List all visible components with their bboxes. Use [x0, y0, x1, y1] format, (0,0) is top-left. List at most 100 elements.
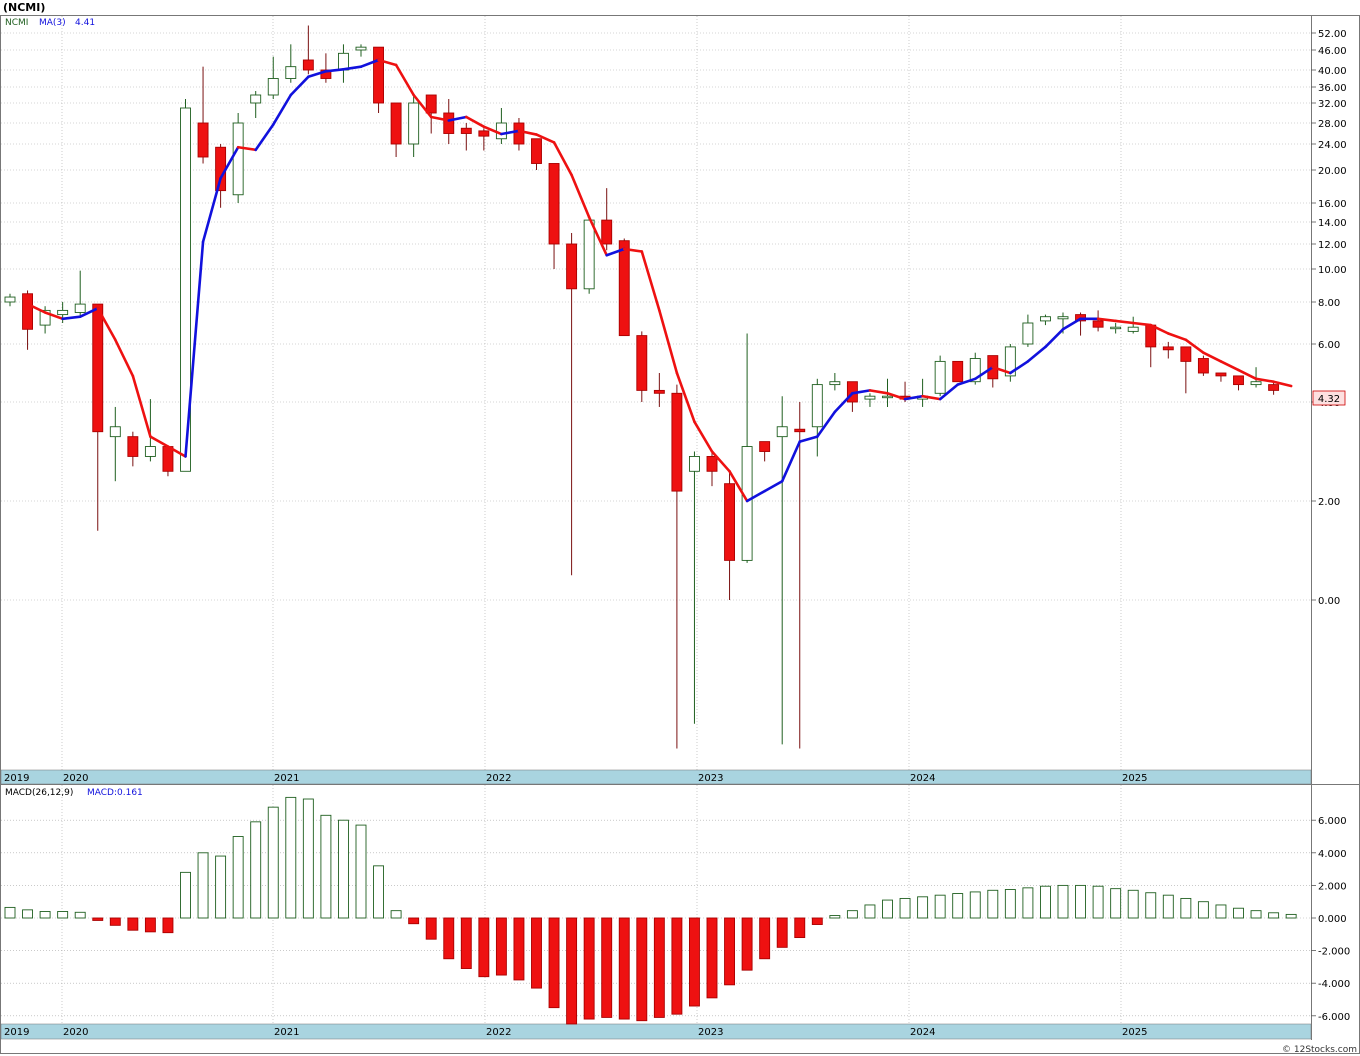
macd-bar: [39, 911, 51, 919]
macd-bar: [285, 796, 297, 919]
price-tick-label: 40.00: [1318, 66, 1347, 77]
macd-bar: [1039, 885, 1051, 919]
candle-body: [1057, 316, 1069, 320]
price-tick-label: 12.00: [1318, 240, 1347, 251]
ma3-segment: [149, 435, 170, 448]
candle-body: [1268, 384, 1280, 391]
ma3-segment: [254, 123, 275, 152]
ma3-segment: [342, 65, 363, 71]
candle-body: [390, 102, 402, 145]
candle-body: [144, 446, 156, 457]
macd-bar: [197, 852, 209, 919]
macd-bar: [811, 917, 823, 925]
ma3-segment: [429, 115, 451, 122]
year-label: 2020: [63, 773, 88, 784]
candle-body: [57, 309, 69, 316]
ma3-segment: [728, 469, 749, 503]
ma3-segment: [1184, 338, 1205, 355]
ma3-segment: [500, 129, 521, 136]
last-price-tag-box: [1312, 390, 1346, 406]
ma3-segment: [991, 365, 1012, 375]
macd-bar: [57, 911, 69, 919]
candle-body: [706, 456, 718, 472]
macd-bar: [1075, 884, 1087, 919]
ma3-segment: [43, 311, 64, 321]
price-tick-label: 36.00: [1318, 83, 1347, 94]
macd-tick-label: -4.000: [1318, 979, 1350, 990]
ma3-segment: [851, 389, 872, 395]
candle-body: [724, 483, 735, 561]
price-tick-label: 2.00: [1318, 497, 1340, 508]
year-label: 2020: [63, 1027, 88, 1038]
ma3-segment: [973, 365, 995, 381]
ma3-segment: [377, 58, 398, 67]
candle-body: [618, 240, 630, 337]
ma3-segment: [131, 374, 152, 438]
macd-bar: [92, 917, 104, 921]
macd-bar: [548, 917, 560, 1009]
ma3-segment: [1219, 360, 1240, 372]
candle-body: [689, 456, 700, 472]
ma3-segment: [658, 309, 679, 375]
candle-body: [741, 446, 753, 561]
candle-body: [1215, 372, 1227, 377]
macd-bar: [899, 897, 911, 919]
ticker-title: (NCMI): [3, 1, 45, 14]
macd-bar: [882, 899, 893, 919]
ma3-segment: [1044, 327, 1065, 349]
ma3-segment: [1149, 323, 1170, 335]
candle-body: [180, 107, 191, 472]
ma3-segment: [1096, 317, 1117, 323]
candle-body: [460, 127, 472, 134]
macd-bar: [460, 917, 472, 969]
macd-bar: [215, 855, 227, 919]
year-label: 2022: [486, 1027, 511, 1038]
ma3-segment: [921, 394, 942, 401]
ma3-segment: [798, 435, 819, 443]
candle-body: [1145, 324, 1157, 348]
macd-bar: [741, 917, 753, 971]
credit-text: © 12Stocks.com: [1282, 1045, 1357, 1055]
ma3-segment: [412, 93, 433, 119]
macd-bar: [759, 917, 771, 960]
candle-body: [250, 94, 262, 104]
candle-body: [601, 219, 613, 245]
ma3-segment: [26, 302, 47, 314]
year-label: 2025: [1122, 1027, 1147, 1038]
macd-bar: [144, 917, 156, 933]
candle-body: [636, 335, 648, 391]
candle-body: [1022, 322, 1034, 345]
candle-body: [443, 112, 455, 134]
macd-bar: [162, 917, 174, 934]
macd-bar: [794, 917, 806, 939]
ma3-segment: [605, 247, 626, 257]
candle-body: [109, 426, 121, 438]
macd-bar: [829, 915, 841, 919]
candle-body: [478, 130, 490, 137]
macd-bar: [934, 894, 946, 919]
candle-body: [934, 360, 946, 394]
ma3-segment: [1131, 321, 1153, 327]
candle-body: [759, 441, 771, 452]
macd-bar: [355, 824, 367, 919]
price-y-axis: 52.00 46.00 40.00 36.00 32.00 28.00 24.00 20.00…: [1311, 29, 1347, 607]
macd-bar: [1268, 912, 1280, 919]
macd-tick-label: -2.000: [1318, 947, 1350, 958]
ma3-segment: [763, 479, 784, 493]
ma3-segment: [956, 377, 977, 386]
macd-tick-label: -6.000: [1318, 1012, 1350, 1023]
ma3-segment: [166, 445, 187, 458]
candles: [4, 25, 1280, 749]
macd-bar: [495, 917, 507, 976]
candle-body: [1180, 346, 1192, 362]
candle-body: [1127, 326, 1139, 332]
ma3-segment: [359, 58, 380, 68]
ma3-segment: [1009, 360, 1030, 375]
ma3-segment: [833, 391, 854, 414]
macd-bar: [22, 909, 33, 919]
macd-bar: [1180, 897, 1192, 919]
ma3-segment: [1237, 368, 1258, 381]
ma3-segment: [482, 125, 503, 136]
candle-body: [864, 395, 876, 400]
candle-body: [794, 428, 806, 433]
